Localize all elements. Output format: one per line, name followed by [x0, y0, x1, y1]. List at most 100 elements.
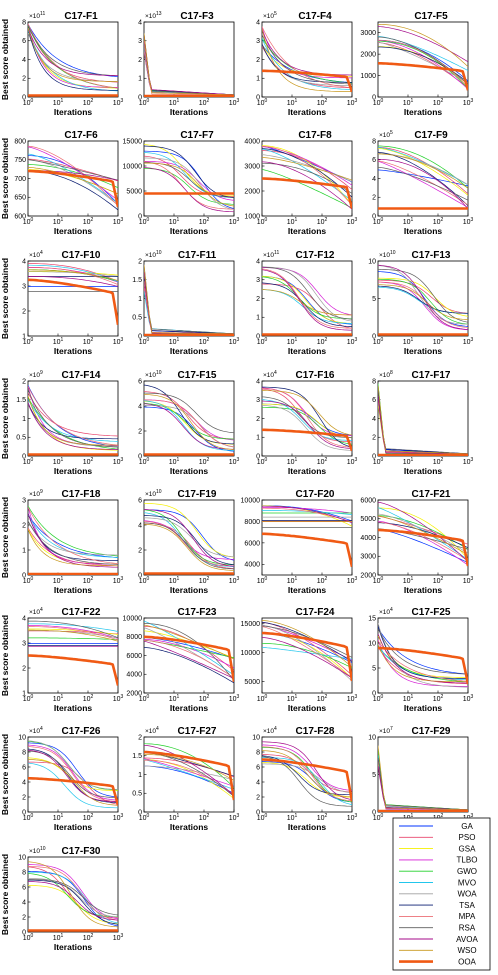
- x-tick-label: 103: [113, 337, 124, 346]
- series-rsa: [378, 268, 468, 323]
- series-mpa: [378, 399, 468, 455]
- panel-title: C17-F17: [412, 370, 451, 381]
- y-multiplier: ×104: [29, 250, 43, 259]
- series-woa: [378, 41, 468, 84]
- y-axis-label: Best score obtained: [0, 615, 10, 696]
- y-multiplier: ×1010: [379, 250, 396, 259]
- y-tick-label: 0: [138, 809, 142, 816]
- axes-box: [377, 140, 469, 217]
- y-tick-label: 0: [256, 94, 260, 101]
- series-pso: [378, 279, 468, 314]
- x-tick-exponent: 1: [411, 694, 414, 700]
- y-tick-label: 4000: [244, 138, 260, 145]
- x-tick-label: 103: [347, 576, 358, 585]
- x-tick-label: 103: [229, 457, 240, 466]
- x-tick-label: 102: [433, 694, 444, 703]
- series-wso: [262, 390, 352, 436]
- series-pso: [378, 383, 468, 455]
- series-gsa: [144, 144, 234, 197]
- series-mpa: [144, 640, 234, 679]
- x-tick-label: 103: [347, 98, 358, 107]
- x-tick-label: 101: [53, 217, 64, 226]
- x-tick-exponent: 1: [295, 576, 298, 582]
- x-tick-exponent: 1: [177, 337, 180, 343]
- y-tick-label: 10: [252, 734, 260, 741]
- y-exponent: 4: [390, 607, 393, 613]
- series-woa: [378, 761, 468, 811]
- series-gwo: [144, 403, 234, 440]
- series-pso: [378, 750, 468, 811]
- y-exponent: 5: [274, 11, 277, 17]
- axes-box: [143, 140, 235, 217]
- y-tick-label: 750: [14, 157, 26, 164]
- series-lines: [262, 145, 352, 210]
- axes-box: [377, 617, 469, 694]
- x-axis-label: Iterations: [54, 703, 93, 713]
- y-multiplier: ×1010: [29, 846, 46, 855]
- series-lines: [144, 502, 234, 575]
- y-tick-label: 0: [372, 94, 376, 101]
- y-multiplier: ×104: [379, 607, 393, 616]
- y-tick-label: 0: [22, 572, 26, 579]
- y-tick-label: 10: [18, 734, 26, 741]
- x-axis-label: Iterations: [54, 585, 93, 595]
- y-tick-label: 0.5: [132, 315, 142, 322]
- x-tick-exponent: 3: [121, 337, 124, 343]
- x-tick-exponent: 3: [471, 813, 474, 819]
- series-avoa: [28, 402, 118, 450]
- legend-item-tlbo: TLBO: [399, 856, 477, 865]
- legend-item-avoa: AVOA: [399, 935, 478, 944]
- y-tick-label: 4: [22, 57, 26, 64]
- x-tick-label: 103: [347, 694, 358, 703]
- series-tlbo: [262, 267, 352, 316]
- x-tick-label: 102: [433, 457, 444, 466]
- y-exponent: 5: [390, 130, 393, 136]
- x-tick-exponent: 1: [295, 813, 298, 819]
- y-tick-label: 4: [22, 779, 26, 786]
- series-tsa: [378, 389, 468, 455]
- x-tick-label: 102: [83, 933, 94, 942]
- x-tick-exponent: 3: [237, 337, 240, 343]
- x-tick-label: 102: [83, 694, 94, 703]
- series-gwo: [262, 642, 352, 669]
- x-tick-label: 100: [139, 576, 150, 585]
- series-wso: [144, 624, 234, 660]
- series-tsa: [262, 148, 352, 198]
- y-tick-label: 2: [256, 416, 260, 423]
- x-tick-label: 101: [169, 457, 180, 466]
- series-mpa: [28, 626, 118, 641]
- series-ga: [378, 528, 468, 564]
- x-tick-exponent: 3: [121, 694, 124, 700]
- series-avoa: [378, 633, 468, 684]
- y-tick-label: 1000: [244, 213, 260, 220]
- axes-box: [143, 21, 235, 98]
- series-avoa: [28, 28, 118, 77]
- panel-title: C17-F16: [296, 370, 335, 381]
- series-avoa: [144, 509, 234, 567]
- series-mpa: [28, 507, 118, 564]
- x-axis-label: Iterations: [54, 107, 93, 117]
- x-tick-label: 101: [403, 98, 414, 107]
- y-tick-label: 6: [372, 397, 376, 404]
- x-tick-label: 102: [83, 576, 94, 585]
- x-tick-label: 101: [403, 457, 414, 466]
- series-woa: [144, 157, 234, 210]
- y-tick-label: 4: [372, 176, 376, 183]
- y-tick-label: 6: [22, 764, 26, 771]
- x-tick-label: 102: [317, 694, 328, 703]
- x-axis-label: Iterations: [288, 466, 327, 476]
- legend-label: GA: [461, 822, 473, 831]
- series-rsa: [144, 162, 234, 198]
- x-tick-exponent: 2: [325, 217, 328, 223]
- y-tick-label: 0: [256, 809, 260, 816]
- x-axis-label: Iterations: [170, 346, 209, 356]
- y-tick-label: 2: [138, 258, 142, 265]
- x-tick-exponent: 3: [355, 337, 358, 343]
- x-tick-exponent: 2: [325, 337, 328, 343]
- series-avoa: [378, 264, 468, 330]
- x-tick-exponent: 1: [411, 98, 414, 104]
- series-wso: [144, 754, 234, 781]
